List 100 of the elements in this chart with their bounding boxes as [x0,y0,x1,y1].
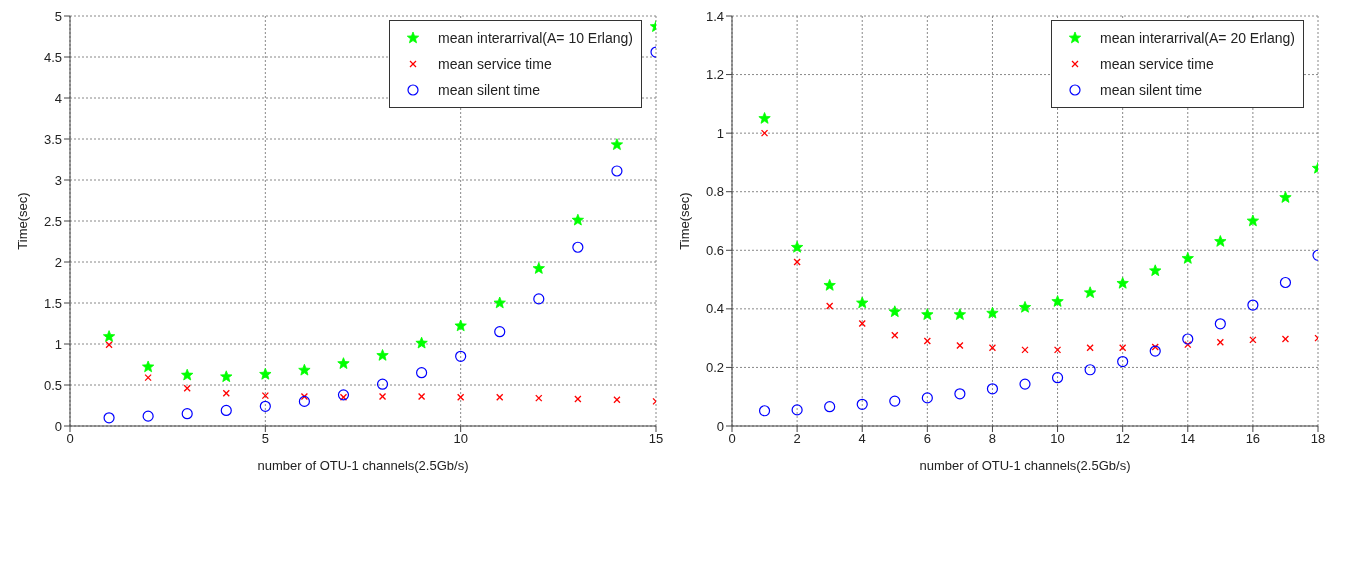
x-tick-label: 4 [858,431,866,447]
point [791,240,804,253]
point [1084,286,1097,298]
point [856,296,869,309]
point [533,293,545,305]
point [376,349,389,361]
point [921,308,934,320]
x-tick-label: 0 [66,431,74,447]
y-tick-label: 0 [54,418,62,434]
y-tick-label: 1.2 [705,67,724,83]
point [921,392,933,404]
y-tick-label: 0.4 [705,301,724,317]
point [571,213,584,226]
point [1246,214,1259,227]
point [1149,345,1161,357]
y-tick-label: 4 [54,90,62,106]
x-tick-label: 0 [728,431,736,447]
point [889,395,901,407]
point [1279,276,1292,289]
point [572,241,584,253]
point [1084,364,1096,376]
legend-label: mean interarrival(A= 20 Erlang) [1100,30,1295,46]
y-tick-label: 2.5 [43,213,62,229]
point [1181,252,1194,264]
x-tick-label: 5 [261,431,269,447]
point [103,412,115,424]
y-tick-label: 4.5 [43,49,62,65]
point [1214,318,1226,330]
point [954,388,966,400]
x-tick-label: 8 [988,431,997,447]
point [102,330,116,342]
x-tick-label: 10 [453,431,468,447]
point [986,383,999,395]
point [493,296,506,309]
point [494,326,506,338]
x-tick-label: 16 [1245,431,1261,447]
point [376,378,389,390]
x-tick-label: 6 [923,431,931,447]
y-axis-title: Time(sec) [14,192,30,250]
point [1051,295,1064,307]
point [416,367,428,379]
point [610,138,624,150]
x-tick-label: 2 [793,431,801,447]
y-tick-label: 3.5 [43,131,62,147]
y-tick-label: 0.6 [705,242,724,258]
x-tick-label: 10 [1050,431,1065,447]
y-tick-label: 0.8 [705,184,724,200]
y-tick-label: 5 [54,8,62,24]
legend-label: mean silent time [1100,82,1203,98]
point [1018,300,1032,313]
point [1117,355,1129,368]
point [888,305,901,318]
x-tick-label: 14 [1180,431,1196,447]
y-tick-label: 0 [716,418,724,434]
point [611,165,623,177]
y-tick-label: 3 [54,172,62,188]
y-tick-label: 1.5 [43,295,62,311]
y-tick-label: 1.4 [705,8,724,24]
x-tick-label: 12 [1115,431,1130,447]
point [298,395,310,407]
x-tick-label: 18 [1310,431,1326,447]
legend-label: mean silent time [438,82,541,98]
point [142,360,155,373]
y-tick-label: 0.2 [705,360,724,376]
x-axis-title: number of OTU-1 channels(2.5Gb/s) [257,458,469,473]
point [1182,333,1194,345]
point [824,401,836,413]
point [181,408,193,420]
legend-label: mean interarrival(A= 10 Erlang) [438,30,633,46]
point [986,306,999,319]
legend-label: mean service time [438,56,552,72]
point [455,350,467,362]
point [1247,299,1259,311]
point [1116,276,1129,289]
point [415,336,428,349]
point [1051,372,1064,384]
point [758,405,771,417]
point [1149,264,1162,277]
x-axis-title: number of OTU-1 channels(2.5Gb/s) [919,458,1131,473]
point [259,367,272,380]
point [337,357,350,369]
point [791,404,803,416]
point [823,279,836,291]
point [1279,191,1292,203]
point [181,368,194,381]
point [1214,235,1227,247]
point [856,398,868,410]
point [532,262,545,274]
point [1019,378,1031,390]
point [298,363,311,376]
point [220,404,232,417]
point [142,410,154,422]
point [953,308,966,320]
legend-label: mean service time [1100,56,1214,72]
point [337,389,350,401]
y-tick-label: 1 [54,336,62,352]
x-tick-label: 15 [648,431,664,447]
y-tick-label: 1 [716,125,724,141]
y-axis-title: Time(sec) [676,192,692,250]
y-tick-label: 0.5 [43,377,62,393]
